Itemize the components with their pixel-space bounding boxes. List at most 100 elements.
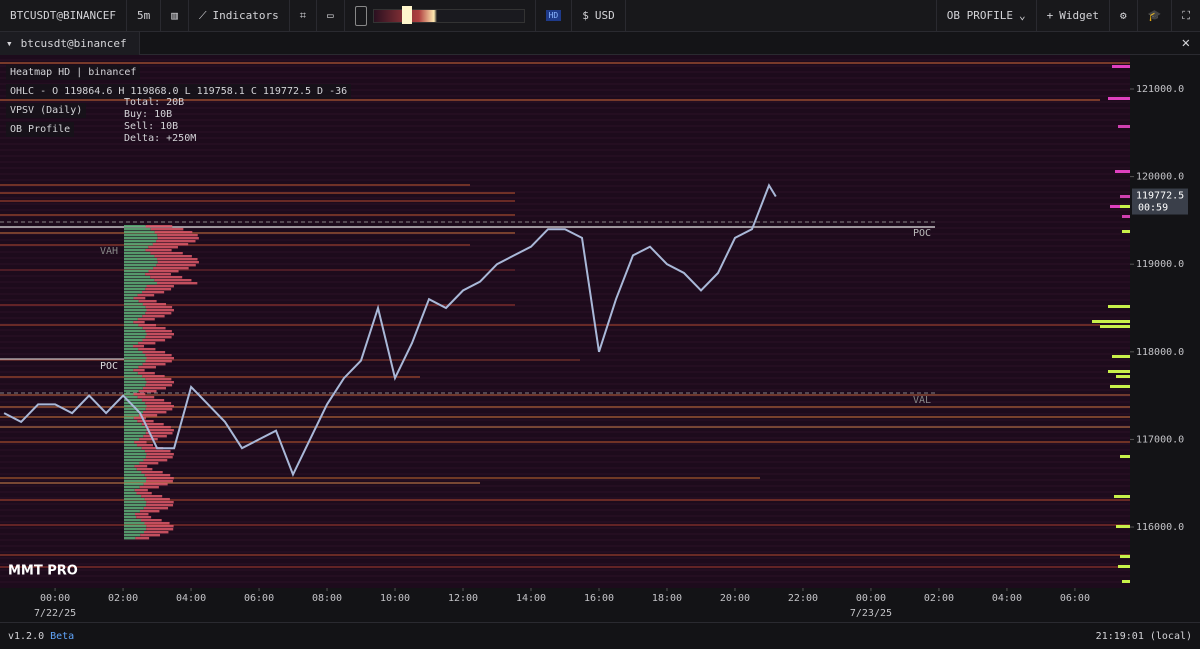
volume-profile-buy	[124, 360, 146, 363]
volume-profile-buy	[124, 384, 146, 387]
volume-profile-buy	[124, 408, 146, 411]
volume-profile-sell	[145, 378, 172, 381]
legend-ob-profile[interactable]: OB Profile	[6, 122, 75, 137]
volume-profile-buy	[124, 255, 155, 258]
volume-profile-sell	[144, 522, 170, 525]
volume-profile-buy	[124, 351, 143, 354]
volume-profile-buy	[124, 522, 145, 525]
tooltip-line: Delta: +250M	[124, 133, 197, 144]
volume-profile-sell	[153, 267, 189, 270]
volume-profile-buy	[124, 252, 151, 255]
learn-button[interactable]: 🎓	[1138, 0, 1173, 32]
time-tick-label: 10:00	[380, 593, 410, 604]
volume-profile-buy	[124, 231, 155, 234]
volume-profile-sell	[138, 366, 156, 369]
time-tick-label: 02:00	[108, 593, 138, 604]
volume-profile-sell	[136, 468, 153, 471]
volume-profile-sell	[156, 282, 198, 285]
volume-profile-buy	[124, 273, 146, 276]
fullscreen-button[interactable]: ⛶	[1182, 8, 1190, 22]
volume-profile-sell	[137, 444, 153, 447]
ob-ask	[1112, 65, 1130, 68]
heat-slider[interactable]	[345, 0, 536, 32]
volume-profile-buy	[124, 285, 147, 288]
settings-button[interactable]: ⚙	[1110, 0, 1138, 32]
currency[interactable]: $ USD	[572, 0, 626, 32]
volume-profile-buy	[124, 324, 139, 327]
volume-profile-sell	[142, 339, 166, 342]
plus-icon: +	[1046, 9, 1054, 22]
volume-profile-buy	[124, 315, 143, 318]
volume-profile-buy	[124, 456, 146, 459]
volume-profile-sell	[145, 408, 173, 411]
volume-profile-sell	[139, 486, 159, 489]
version: v1.2.0	[8, 630, 45, 642]
legend-heatmap: Heatmap HD | binancef	[6, 65, 141, 80]
tab-caret: ▾	[6, 36, 13, 50]
volume-profile-buy	[124, 354, 146, 357]
volume-profile-sell	[142, 315, 165, 318]
volume-profile-buy	[124, 516, 137, 519]
volume-profile-sell	[138, 414, 158, 417]
volume-profile-buy	[124, 399, 143, 402]
chart: 121000.0 120000.0 119000.0 118000.0 117000.0…	[0, 55, 1200, 622]
volume-profile-buy	[124, 345, 134, 348]
folder-button[interactable]: ▭	[317, 0, 345, 32]
volume-profile-buy	[124, 375, 143, 378]
close-button[interactable]: ✕	[1181, 35, 1190, 51]
volume-profile-buy	[124, 477, 147, 480]
volume-profile-buy	[124, 486, 140, 489]
volume-profile-buy	[124, 462, 140, 465]
volume-profile-buy	[124, 228, 151, 231]
time-tick-label: 04:00	[176, 593, 206, 604]
crop-button[interactable]: ⌗	[290, 0, 317, 32]
tab[interactable]: ▾ btcusdt@binancef	[0, 31, 140, 55]
volume-profile-buy	[124, 390, 139, 393]
volume-profile-sell	[140, 534, 160, 537]
tooltip: Total: 20B Buy: 10B Sell: 10B Delta: +250M	[124, 97, 196, 145]
time-tick-label: 08:00	[312, 593, 342, 604]
volume-profile-sell	[146, 528, 174, 531]
volume-profile-sell	[135, 513, 149, 516]
ob-bid	[1118, 565, 1130, 568]
ob-profile-menu[interactable]: OB PROFILE ⌄	[935, 0, 1037, 32]
volume-profile-buy	[124, 282, 157, 285]
hd-toggle[interactable]: HD	[536, 0, 573, 32]
volume-profile-buy	[124, 261, 158, 264]
indicators-button[interactable]: ⟋ Indicators	[189, 0, 290, 32]
volume-profile-buy	[124, 303, 143, 306]
time-tick-label: 06:00	[1060, 593, 1090, 604]
volume-profile-sell	[145, 249, 172, 252]
volume-profile-sell	[143, 483, 168, 486]
val-label: VAL	[913, 395, 931, 406]
interval[interactable]: 5m	[127, 0, 162, 32]
currency-label: USD	[594, 9, 615, 22]
volume-profile-sell	[148, 246, 178, 249]
volume-profile-sell	[133, 321, 145, 324]
volume-profile-buy	[124, 513, 136, 516]
legend-vpsv[interactable]: VPSV (Daily)	[6, 103, 87, 118]
volume-profile-buy	[124, 441, 135, 444]
volume-profile-sell	[145, 306, 173, 309]
volume-profile-buy	[124, 270, 149, 273]
volume-profile-buy	[124, 267, 154, 270]
ob-profile-label: OB PROFILE	[946, 9, 1013, 22]
volume-profile-sell	[142, 303, 167, 306]
volume-profile-sell	[143, 531, 169, 534]
volume-profile-sell	[146, 501, 174, 504]
status-bar: v1.2.0 Beta 21:19:01 (local)	[0, 622, 1200, 649]
volume-profile-buy	[124, 417, 134, 420]
volume-profile-sell	[143, 459, 168, 462]
time-tick-label: 16:00	[584, 593, 614, 604]
volume-profile-sell	[143, 435, 167, 438]
volume-profile-sell	[141, 495, 163, 498]
ob-bid	[1108, 305, 1130, 308]
clock: 21:19:01 (local)	[1095, 630, 1192, 642]
widget-button[interactable]: + Widget	[1037, 0, 1110, 32]
volume-profile-buy	[124, 288, 146, 291]
volume-profile-buy	[124, 447, 142, 450]
chart-type-button[interactable]: ▥	[161, 0, 189, 32]
volume-profile-buy	[124, 525, 147, 528]
symbol[interactable]: BTCUSDT@BINANCEF	[0, 0, 127, 32]
